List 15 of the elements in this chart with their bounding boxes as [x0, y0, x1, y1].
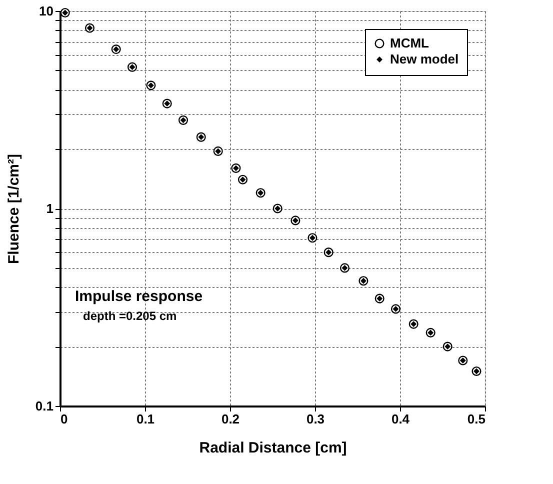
legend-label: MCML — [390, 36, 430, 50]
x-tick-label: 0.2 — [221, 412, 240, 426]
annotation: depth =0.205 cm — [83, 309, 177, 323]
x-tick-label: 0.3 — [306, 412, 325, 426]
x-tick-label: 0.5 — [467, 412, 486, 426]
x-tick-label: 0.4 — [391, 412, 410, 426]
y-axis-title: Fluence [1/cm²] — [5, 154, 22, 264]
legend-label: New model — [390, 52, 459, 66]
y-tick-label: 1 — [46, 201, 54, 216]
x-axis-title: Radial Distance [cm] — [199, 440, 347, 456]
x-tick-label: 0 — [60, 412, 68, 426]
annotation: Impulse response — [75, 288, 203, 305]
y-tick-label: 10 — [39, 4, 54, 18]
y-tick-label: 0.1 — [35, 398, 54, 414]
x-tick-label: 0.1 — [136, 412, 155, 426]
